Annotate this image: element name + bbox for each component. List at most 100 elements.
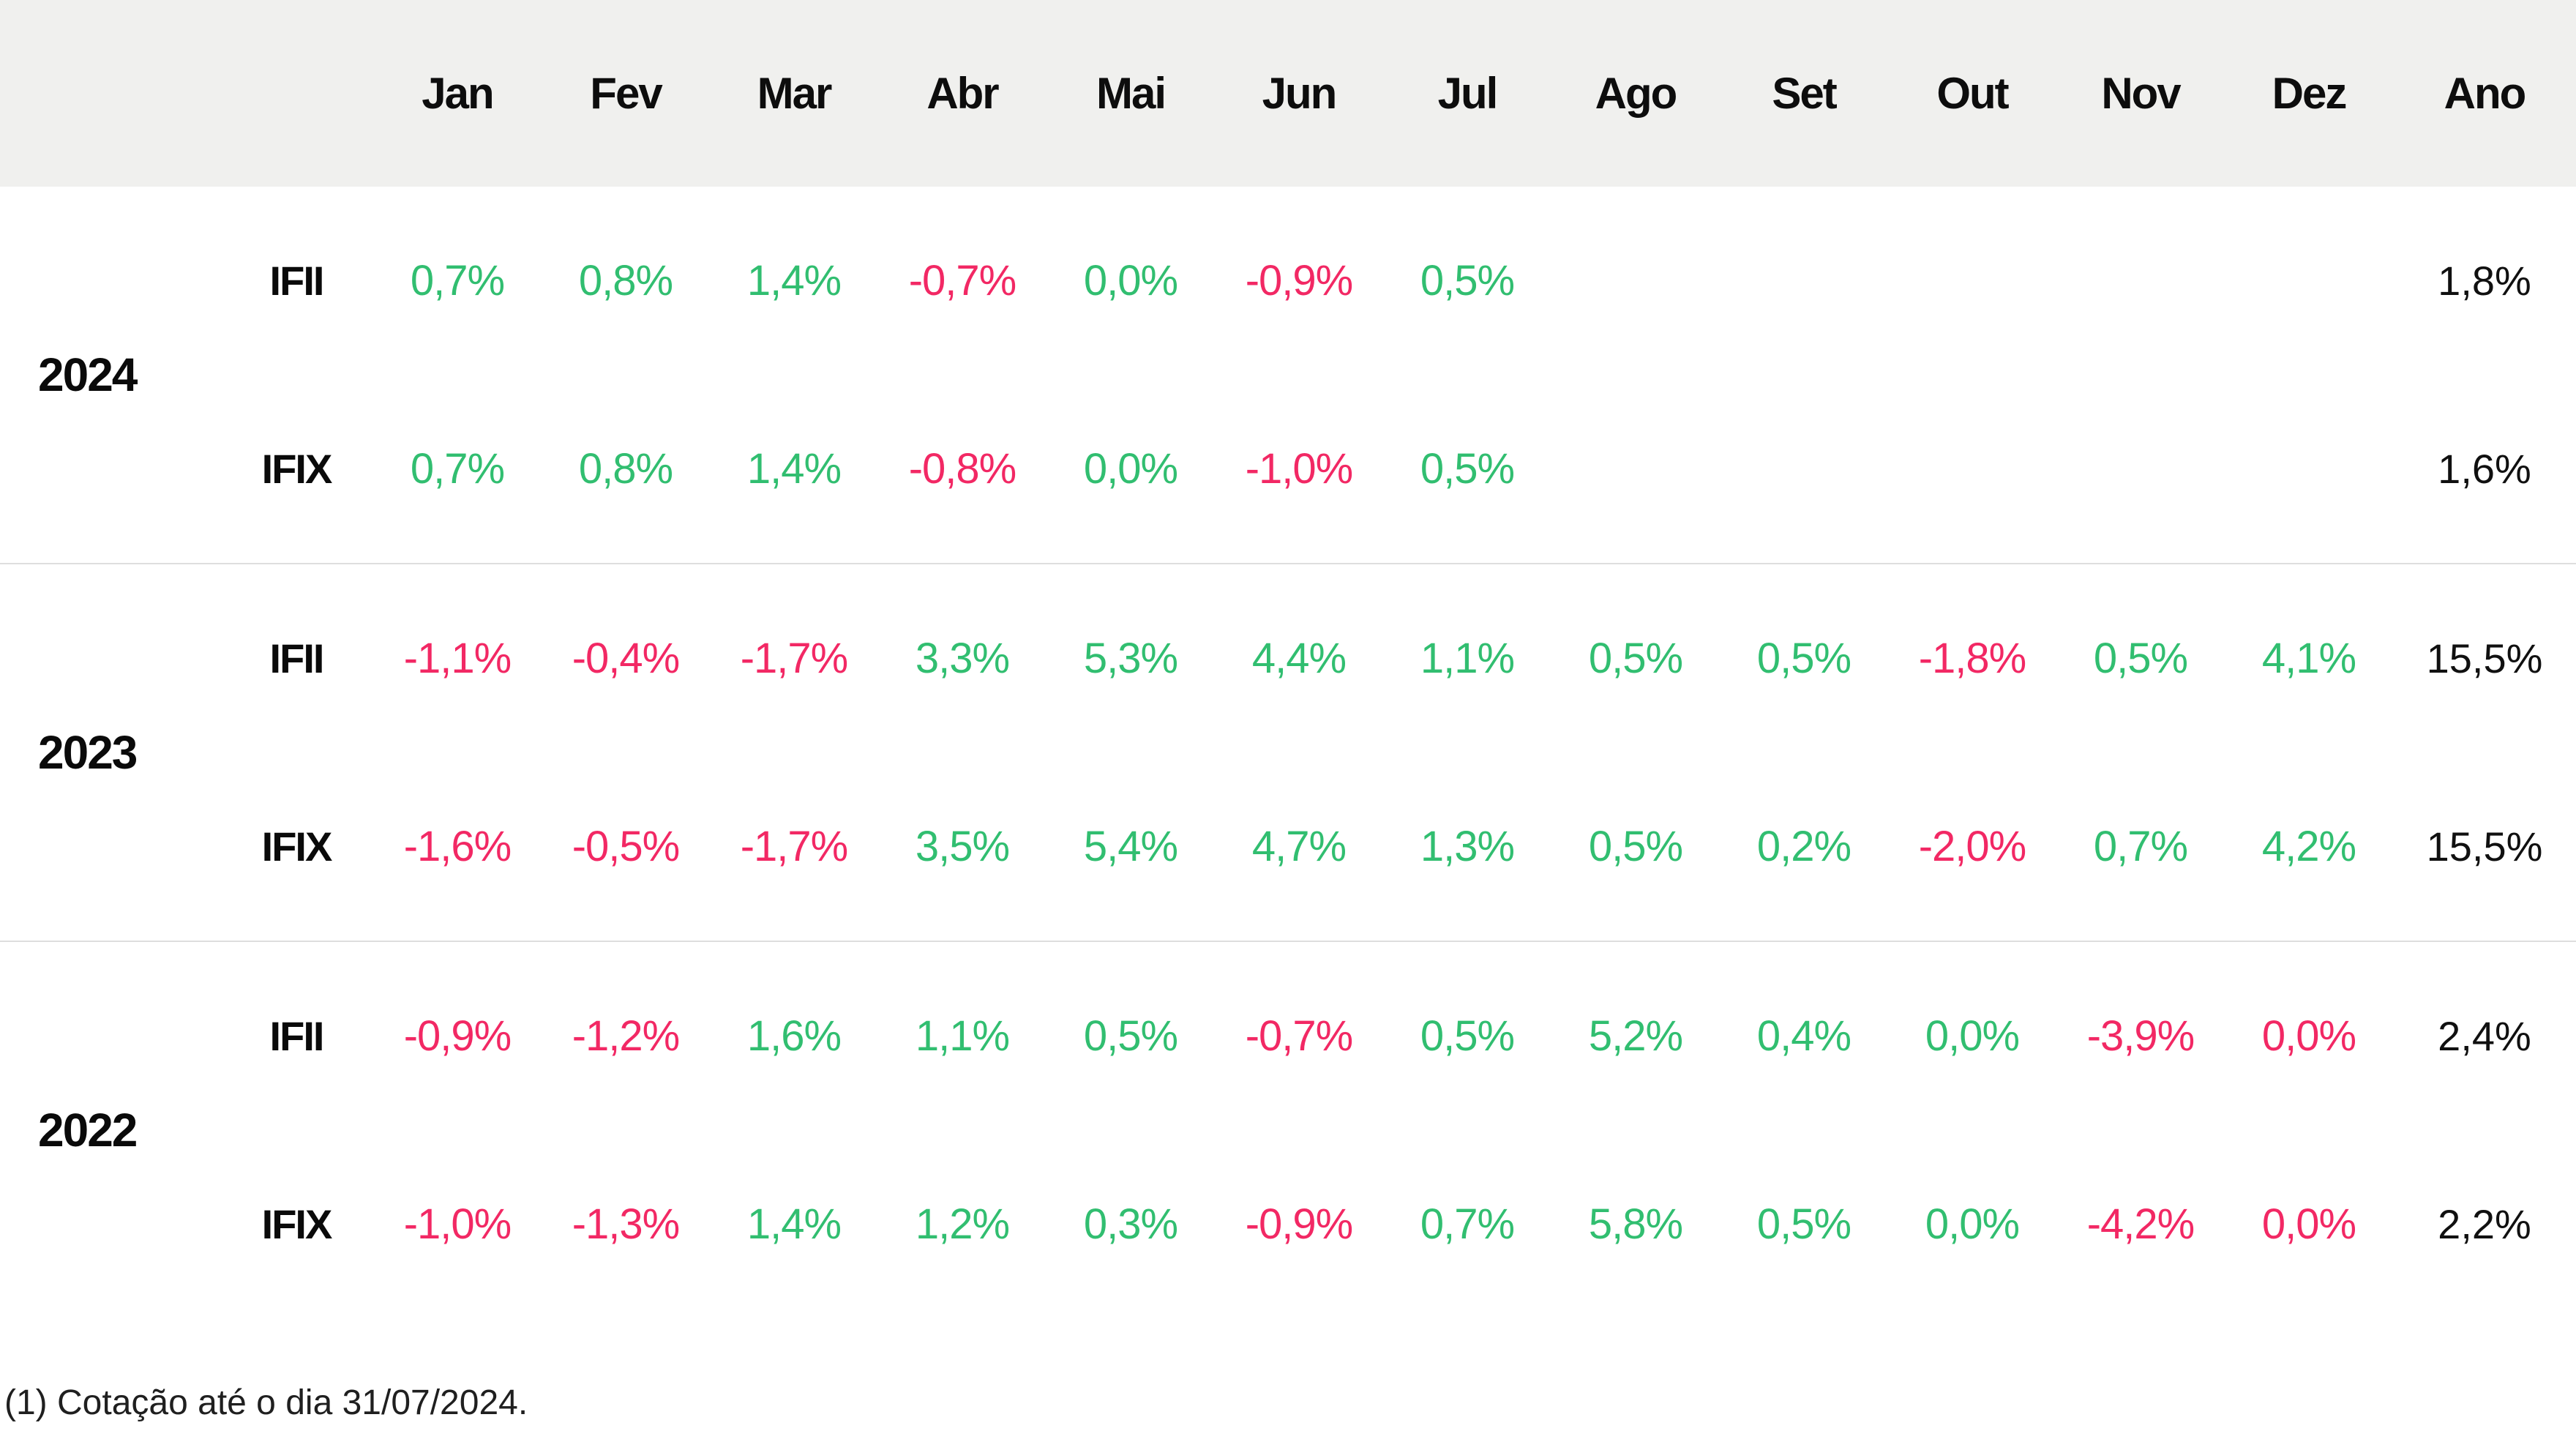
month-column-header: Jun — [1215, 0, 1383, 187]
returns-row-2022-ifii: 2022 IFII -0,9% -1,2% 1,6% 1,1% 0,5% -0,7% 0,5% 5… — [0, 941, 2576, 1318]
annual-return-cell: 1,6% — [2438, 446, 2531, 492]
index-label: IFIX — [261, 823, 333, 870]
monthly-return-cell: 0,8% — [578, 445, 673, 493]
monthly-return-cell: 1,4% — [746, 257, 842, 304]
monthly-return-cell: -0,5% — [572, 823, 681, 870]
monthly-return-cell: -0,7% — [1215, 941, 1383, 1130]
table-header: Jan Fev Mar Abr Mai Jun Jul Ago Set Out Nov Dez Ano — [0, 0, 2576, 187]
month-column-header: Mai — [1046, 0, 1215, 187]
monthly-return-cell: -3,9% — [2056, 941, 2225, 1130]
month-column-header: Mar — [710, 0, 878, 187]
index-label: IFIX — [261, 1201, 333, 1247]
empty-cell — [2056, 375, 2225, 564]
monthly-return-cell: 1,1% — [878, 941, 1046, 1130]
monthly-return-cell: 0,0% — [1925, 1200, 2020, 1248]
month-column-header: Nov — [2056, 0, 2225, 187]
returns-row-2023-ifix: IFIX -1,6% -0,5% -1,7% 3,5% 5,4% 4,7% 1,3% 0,5% 0… — [0, 752, 2576, 941]
year-group-2023: 2023 IFII -1,1% -0,4% -1,7% 3,3% 5,3% 4,4% 1,1% 0… — [0, 563, 2576, 941]
returns-row-2024-ifii: 2024 IFII 0,7% 0,8% 1,4% -0,7% 0,0% -0,9% 0,5% 1,… — [0, 187, 2576, 401]
monthly-return-cell: -1,1% — [373, 563, 542, 752]
empty-cell — [2225, 375, 2393, 564]
monthly-return-cell: 0,7% — [2093, 823, 2188, 870]
empty-cell — [2056, 187, 2225, 375]
monthly-return-cell: 5,2% — [1551, 941, 1720, 1130]
monthly-return-cell: -0,4% — [542, 563, 710, 752]
annual-return-cell: 15,5% — [2426, 823, 2543, 870]
monthly-return-cell: -1,8% — [1888, 563, 2056, 752]
monthly-return-cell: -0,9% — [1245, 257, 1354, 304]
monthly-return-cell: -1,7% — [710, 563, 878, 752]
monthly-return-cell: 1,4% — [746, 445, 842, 493]
year-label: 2024 — [38, 348, 138, 401]
month-column-header: Fev — [542, 0, 710, 187]
monthly-return-cell: 5,3% — [1046, 563, 1215, 752]
monthly-return-cell: 0,7% — [410, 445, 505, 493]
empty-cell — [1720, 187, 1888, 375]
index-label: IFIX — [261, 446, 333, 492]
monthly-return-cell: 0,0% — [2225, 941, 2393, 1130]
monthly-return-cell: -1,6% — [403, 823, 512, 870]
monthly-return-cell: -1,0% — [403, 1200, 512, 1248]
month-column-header: Ago — [1551, 0, 1720, 187]
monthly-return-cell: 3,3% — [878, 563, 1046, 752]
monthly-return-cell: 4,2% — [2261, 823, 2356, 870]
monthly-return-cell: 3,5% — [915, 823, 1010, 870]
monthly-return-cell: 1,3% — [1420, 823, 1515, 870]
monthly-return-cell: 0,2% — [1756, 823, 1852, 870]
monthly-return-cell: 0,0% — [2261, 1200, 2356, 1248]
month-column-header: Out — [1888, 0, 2056, 187]
monthly-return-cell: 1,4% — [746, 1200, 842, 1248]
monthly-return-cell: -1,2% — [542, 941, 710, 1130]
empty-cell — [1551, 375, 1720, 564]
monthly-return-cell: -1,7% — [740, 823, 849, 870]
empty-cell — [1888, 375, 2056, 564]
annual-return-cell: 15,5% — [2393, 563, 2576, 752]
monthly-return-cell: 0,5% — [1551, 563, 1720, 752]
annual-return-cell: 1,8% — [2438, 258, 2531, 304]
monthly-return-cell: 0,5% — [1046, 941, 1215, 1130]
annual-return-cell: 2,4% — [2393, 941, 2576, 1130]
monthly-return-cell: -0,8% — [908, 445, 1017, 493]
monthly-returns-table: Jan Fev Mar Abr Mai Jun Jul Ago Set Out Nov Dez Ano … — [0, 0, 2576, 1318]
monthly-return-cell: 0,5% — [2056, 563, 2225, 752]
monthly-return-cell: 0,4% — [1720, 941, 1888, 1130]
year-group-2024: 2024 IFII 0,7% 0,8% 1,4% -0,7% 0,0% -0,9% 0,5% 1,… — [0, 187, 2576, 564]
monthly-return-cell: 0,3% — [1083, 1200, 1178, 1248]
year-group-2022: 2022 IFII -0,9% -1,2% 1,6% 1,1% 0,5% -0,7% 0,5% 5… — [0, 941, 2576, 1318]
returns-row-2022-ifix: IFIX -1,0% -1,3% 1,4% 1,2% 0,3% -0,9% 0,7% 5,8% 0… — [0, 1130, 2576, 1318]
monthly-return-cell: 5,8% — [1588, 1200, 1683, 1248]
index-column-spacer — [220, 0, 373, 187]
monthly-return-cell: 0,7% — [410, 257, 505, 304]
monthly-return-cell: 0,5% — [1420, 445, 1515, 493]
monthly-return-cell: -0,7% — [908, 257, 1017, 304]
monthly-return-cell: -2,0% — [1918, 823, 2027, 870]
monthly-return-cell: 0,0% — [1083, 257, 1178, 304]
annual-return-cell: 2,2% — [2438, 1201, 2531, 1247]
monthly-return-cell: -0,9% — [373, 941, 542, 1130]
monthly-return-cell: 4,1% — [2225, 563, 2393, 752]
month-column-header: Set — [1720, 0, 1888, 187]
monthly-return-cell: 0,8% — [578, 257, 673, 304]
monthly-return-cell: 0,0% — [1083, 445, 1178, 493]
year-column-spacer — [0, 0, 220, 187]
month-column-header: Jul — [1383, 0, 1551, 187]
returns-row-2023-ifii: 2023 IFII -1,1% -0,4% -1,7% 3,3% 5,3% 4,4% 1,1% 0… — [0, 563, 2576, 941]
empty-cell — [1888, 187, 2056, 375]
monthly-return-cell: -1,0% — [1245, 445, 1354, 493]
monthly-return-cell: -1,3% — [572, 1200, 681, 1248]
index-label: IFII — [220, 941, 373, 1130]
monthly-return-cell: 5,4% — [1083, 823, 1178, 870]
monthly-return-cell: 0,0% — [1888, 941, 2056, 1130]
year-label: 2023 — [0, 563, 220, 941]
month-column-header: Abr — [878, 0, 1046, 187]
monthly-return-cell: 0,5% — [1420, 257, 1515, 304]
monthly-return-cell: 0,5% — [1756, 1200, 1852, 1248]
empty-cell — [1551, 187, 1720, 375]
monthly-return-cell: 0,5% — [1588, 823, 1683, 870]
index-label: IFII — [269, 258, 325, 304]
monthly-return-cell: 0,5% — [1383, 941, 1551, 1130]
month-column-header: Dez — [2225, 0, 2393, 187]
monthly-return-cell: 1,6% — [710, 941, 878, 1130]
monthly-return-cell: 4,4% — [1215, 563, 1383, 752]
monthly-return-cell: 1,1% — [1383, 563, 1551, 752]
